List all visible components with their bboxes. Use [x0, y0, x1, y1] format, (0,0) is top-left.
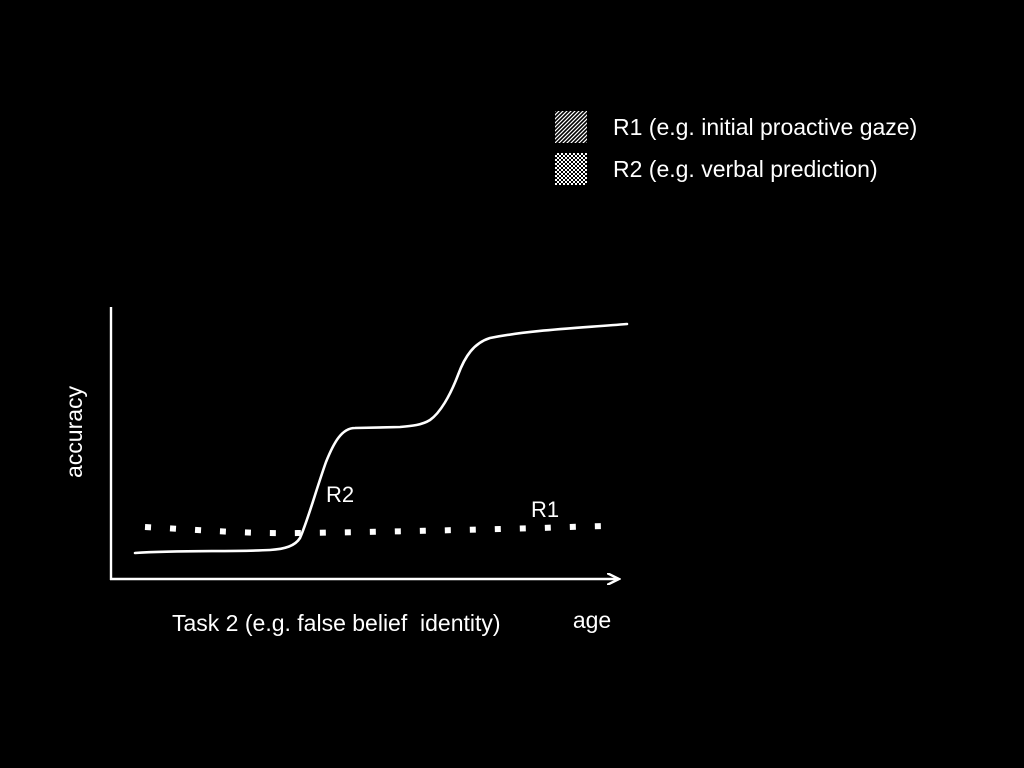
dotted-curve-label: R1: [531, 497, 559, 522]
x-axis-label: age: [573, 607, 611, 633]
solid-curve-label: R2: [326, 482, 354, 507]
legend-label-r2: R2 (e.g. verbal prediction): [613, 156, 878, 182]
diagonal-hatch-swatch-icon: [555, 111, 587, 143]
checkerboard-swatch-icon: [555, 153, 587, 185]
solid-curve: [133, 322, 629, 555]
task-label: Task 2 (e.g. false belief identity): [172, 610, 501, 636]
legend-label-r1: R1 (e.g. initial proactive gaze): [613, 114, 918, 140]
dotted-curve: [144, 523, 613, 537]
y-axis-label: accuracy: [61, 385, 87, 478]
